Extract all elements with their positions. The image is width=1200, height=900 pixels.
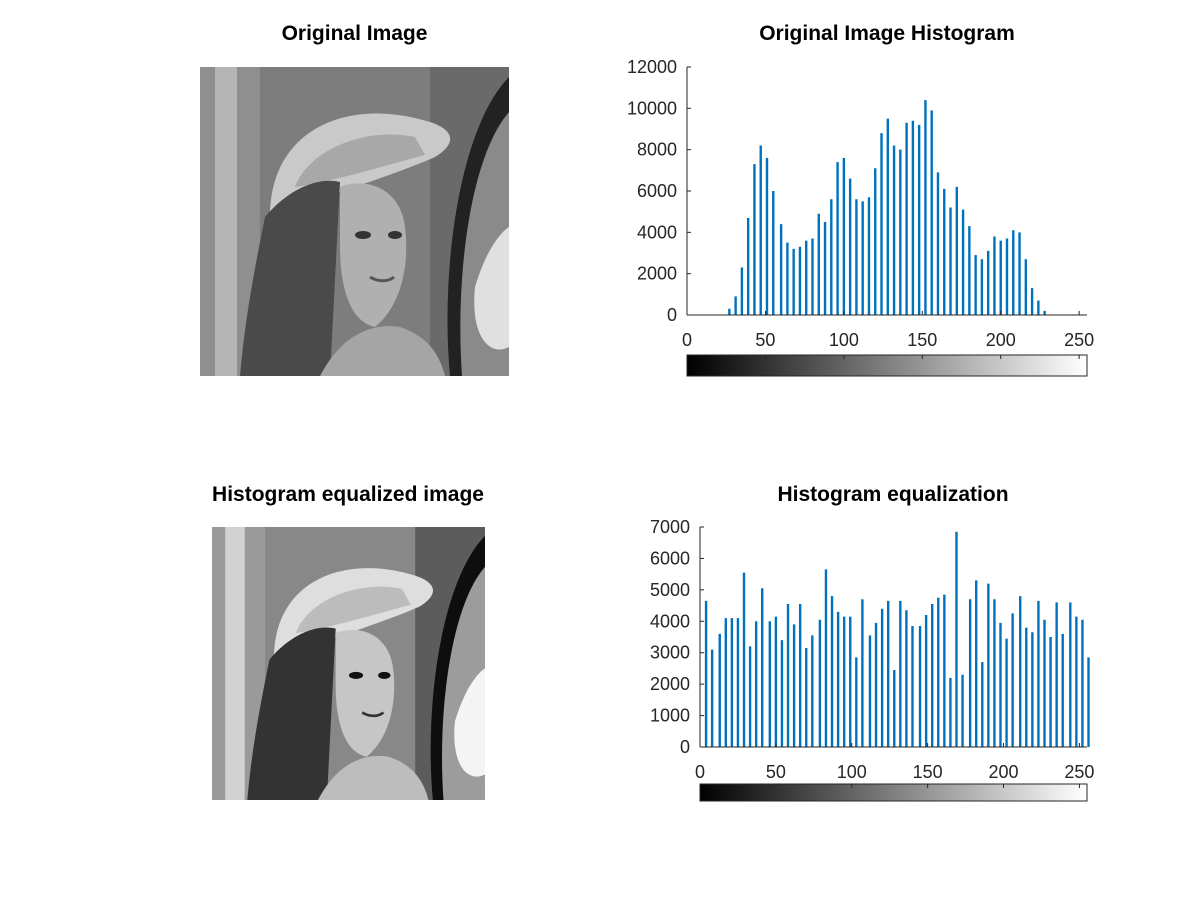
original-colorbar <box>686 354 1088 377</box>
equalized-x-tick-label: 0 <box>695 762 705 782</box>
equalized-y-tick-label: 3000 <box>650 643 690 663</box>
equalized-x-tick-label: 50 <box>766 762 786 782</box>
original-x-tick-label: 150 <box>907 330 937 350</box>
equalized-y-tick-label: 2000 <box>650 674 690 694</box>
chart-title-original-histogram: Original Image Histogram <box>759 22 1015 45</box>
equalized-y-tick-label: 6000 <box>650 548 690 568</box>
original-y-tick-label: 6000 <box>637 181 677 201</box>
equalized-x-tick-label: 250 <box>1064 762 1094 782</box>
equalized-y-tick-label: 0 <box>680 737 690 757</box>
original-y-tick-label: 10000 <box>627 98 677 118</box>
chart-title-equalized-histogram: Histogram equalization <box>777 483 1009 506</box>
equalized-x-tick-label: 200 <box>989 762 1019 782</box>
equalized-y-tick-label: 5000 <box>650 580 690 600</box>
original-y-tick-label: 2000 <box>637 264 677 284</box>
equalized-x-tick-label: 150 <box>913 762 943 782</box>
equalized-y-tick-label: 4000 <box>650 611 690 631</box>
original-image <box>200 67 509 376</box>
equalized-colorbar <box>699 783 1088 802</box>
original-y-tick-label: 0 <box>667 305 677 325</box>
equalized-y-tick-label: 7000 <box>650 517 690 537</box>
equalized-x-tick-label: 100 <box>837 762 867 782</box>
original-x-tick-label: 50 <box>755 330 775 350</box>
original-x-tick-label: 200 <box>986 330 1016 350</box>
original-y-tick-label: 12000 <box>627 57 677 77</box>
equalized-y-tick-label: 1000 <box>650 706 690 726</box>
original-y-tick-label: 8000 <box>637 140 677 160</box>
equalized-image <box>212 527 485 800</box>
original-x-tick-label: 100 <box>829 330 859 350</box>
equalized-image-title: Histogram equalized image <box>212 483 484 506</box>
original-x-tick-label: 0 <box>682 330 692 350</box>
original-x-tick-label: 250 <box>1064 330 1094 350</box>
original-image-title: Original Image <box>281 22 428 45</box>
original-y-tick-label: 4000 <box>637 222 677 242</box>
